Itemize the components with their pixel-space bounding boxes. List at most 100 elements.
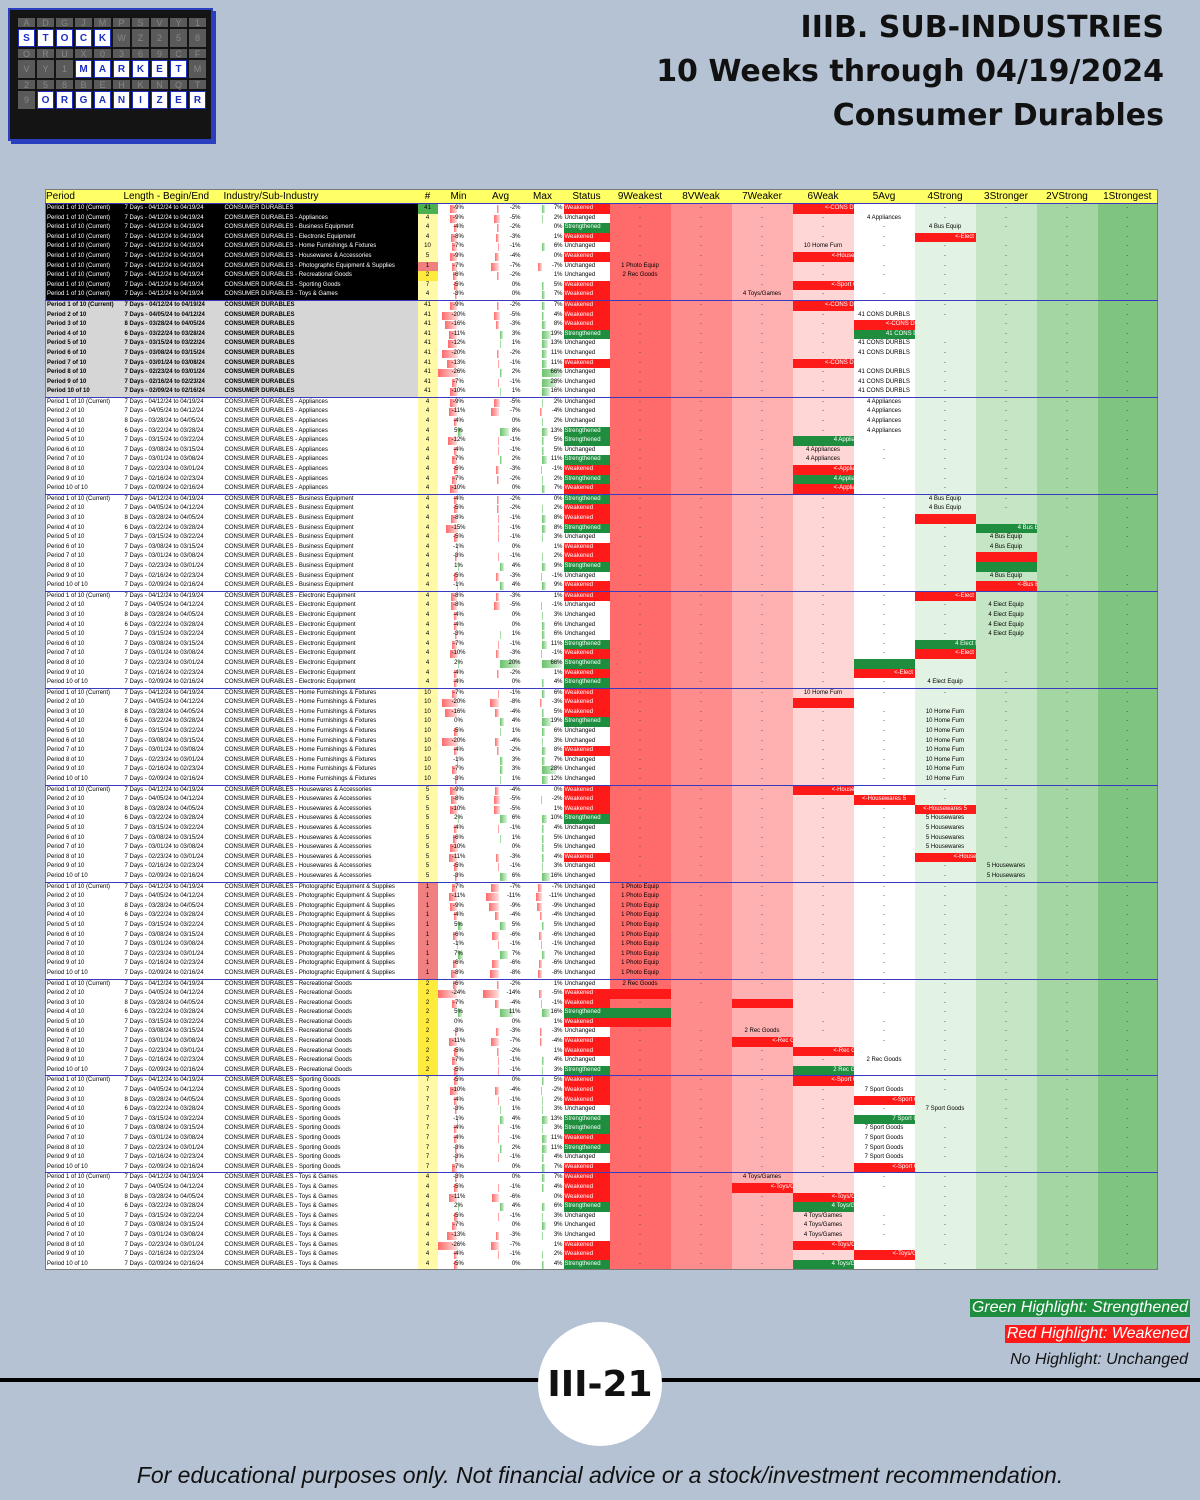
- value-bar: [455, 291, 458, 300]
- bucket-cell: [914, 698, 976, 708]
- bucket-cell: [1036, 514, 1098, 524]
- min-cell: -3%: [438, 1144, 480, 1154]
- industry-cell: CONSUMER DURABLES - Toys & Games: [223, 1172, 418, 1183]
- status-cell: Weakened: [563, 784, 610, 796]
- min-cell: -20%: [438, 698, 480, 708]
- bucket-dot: -: [700, 776, 702, 783]
- bucket-cell: -: [1097, 1202, 1158, 1212]
- value-text: 7%: [553, 1163, 563, 1170]
- bucket-cell: -: [670, 959, 732, 969]
- value-text: 2%: [553, 1251, 563, 1258]
- value-text: -1%: [509, 534, 521, 541]
- bucket-dot: -: [1005, 1009, 1007, 1016]
- count-cell: 41: [417, 320, 438, 330]
- bucket-cell: [853, 784, 915, 796]
- bucket-dot: -: [883, 969, 885, 976]
- min-cell: -26%: [437, 1241, 480, 1251]
- bucket-dot: -: [761, 960, 763, 967]
- count-cell: 4: [417, 484, 438, 495]
- bucket-cell: -: [792, 407, 854, 418]
- table-row: Period 8 of 10 7 Days - 02/23/24 to 03/01…: [45, 1046, 1158, 1057]
- value-bar: [540, 1028, 542, 1037]
- bucket-dot: -: [700, 224, 702, 231]
- bucket-dot: -: [1126, 281, 1129, 288]
- bucket-cell: -: [792, 871, 854, 883]
- value-bar: [454, 679, 458, 688]
- bucket-cell: -: [1036, 658, 1098, 669]
- bucket-cell: -: [853, 445, 915, 456]
- bucket-cell: -: [731, 1114, 793, 1125]
- value-bar: [499, 388, 501, 397]
- logo-blank-cell: 0: [94, 49, 111, 59]
- value-text: -3%: [509, 592, 521, 599]
- bucket-cell: -: [975, 465, 1037, 475]
- value-bar: [541, 515, 546, 523]
- bucket-cell: -: [975, 978, 1037, 990]
- bucket-cell: -: [1097, 755, 1158, 766]
- length-cell: 7 Days - 03/08/24 to 03/15/24: [123, 445, 224, 456]
- bucket-dot: -: [639, 224, 641, 231]
- value-text: 7%: [511, 950, 521, 957]
- value-text: -8%: [453, 796, 464, 803]
- bucket-cell: [731, 1017, 793, 1028]
- table-row: Period 4 of 10 6 Days - 03/22/24 to 03/28…: [45, 717, 1158, 728]
- value-bar: [450, 301, 458, 310]
- bucket-cell: -: [731, 707, 793, 718]
- bucket-cell: -: [914, 1027, 976, 1038]
- value-bar: [450, 398, 458, 407]
- bucket-cell: -: [853, 601, 915, 611]
- industry-cell: CONSUMER DURABLES - Recreational Goods: [223, 998, 418, 1009]
- value-bar: [541, 475, 543, 484]
- min-cell: -7%: [438, 765, 480, 775]
- value-bar: [493, 311, 500, 320]
- bucket-cell: -: [853, 930, 915, 941]
- value-text: -1%: [509, 1135, 521, 1141]
- bucket-cell: [853, 436, 915, 446]
- bucket-cell: -: [670, 1095, 732, 1106]
- bucket-dot: -: [761, 505, 763, 512]
- bucket-cell: 4 Appliances: [853, 396, 915, 408]
- value-text: -2%: [509, 669, 521, 676]
- bucket-dot: -: [1005, 1163, 1007, 1170]
- value-bar: [457, 659, 460, 668]
- bucket-cell: -: [731, 251, 793, 262]
- bucket-dot: -: [639, 708, 641, 715]
- bucket-dot: -: [700, 1174, 702, 1181]
- period-cell: Period 3 of 10: [45, 804, 124, 815]
- max-cell: 7%: [522, 756, 564, 766]
- logo-blank-cell: H: [113, 80, 130, 90]
- bucket-cell: -: [1036, 639, 1098, 650]
- value-bar: [541, 747, 546, 756]
- bucket-cell: -: [609, 804, 671, 815]
- value-bar: [497, 980, 500, 989]
- value-bar: [445, 524, 458, 533]
- bucket-cell: -: [914, 445, 976, 456]
- bucket-dot: -: [944, 252, 946, 259]
- count-cell: 4: [417, 396, 438, 408]
- period-cell: Period 6 of 10: [45, 833, 124, 844]
- bucket-cell: -: [1036, 1046, 1098, 1057]
- logo-blank-cell: Y: [170, 18, 187, 28]
- bucket-cell: -: [609, 358, 671, 369]
- max-cell: -4%: [522, 911, 564, 921]
- bucket-dot: -: [1005, 1018, 1007, 1025]
- bucket-cell: -: [670, 1046, 732, 1057]
- value-bar: [495, 233, 500, 242]
- bucket-dot: -: [944, 359, 946, 366]
- value-bar: [541, 524, 546, 533]
- bucket-cell: -: [670, 552, 732, 562]
- bucket-label: <-Rec Goods 2: [731, 998, 793, 1009]
- bucket-cell: -: [975, 223, 1037, 233]
- bucket-dot: -: [1066, 931, 1068, 938]
- value-text: 3%: [553, 1212, 563, 1219]
- bucket-dot: -: [944, 1203, 946, 1210]
- table-row: Period 1 of 10 (Current) 7 Days - 04/12/2…: [45, 202, 1158, 214]
- value-text: -9%: [509, 902, 521, 909]
- value-text: -6%: [551, 960, 563, 967]
- bucket-label: 4 Elect Equip: [988, 631, 1024, 638]
- bucket-cell: [853, 1259, 915, 1270]
- min-cell: -11%: [438, 892, 480, 902]
- value-text: 16%: [550, 388, 563, 395]
- status-cell: Unchanged: [564, 340, 596, 347]
- bucket-dot: -: [822, 515, 824, 521]
